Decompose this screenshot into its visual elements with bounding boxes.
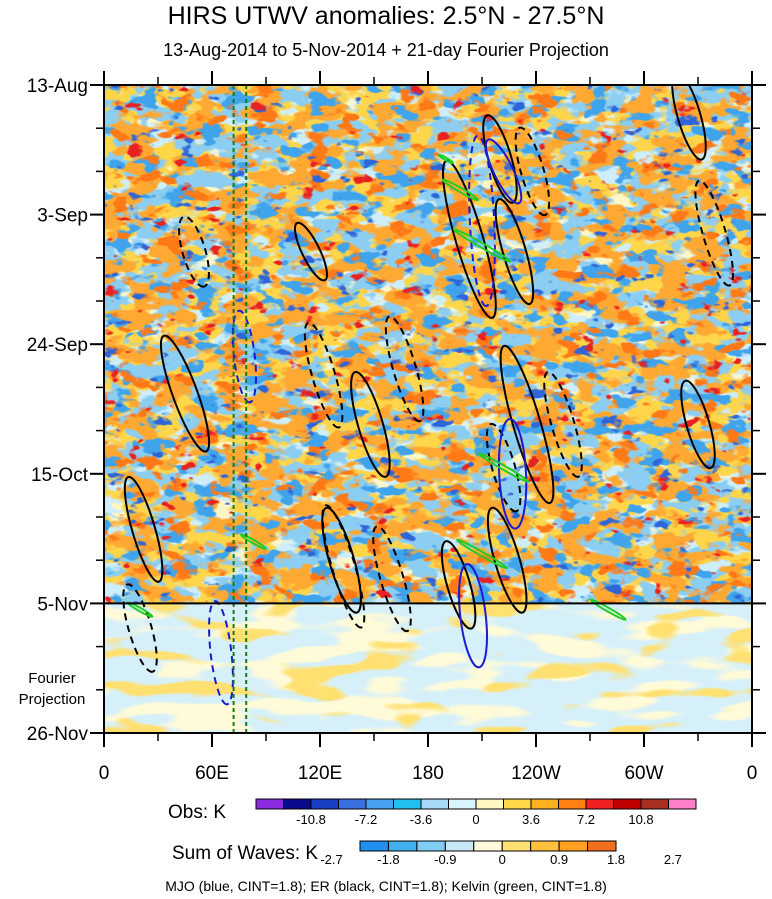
waves-colorbar-tick-label: 1.8 xyxy=(606,852,626,867)
mjo-contour xyxy=(484,138,523,205)
mjo-contour xyxy=(231,309,258,404)
obs-colorbar-tick-label: 7.2 xyxy=(576,812,596,827)
obs-colorbar-swatch xyxy=(338,798,367,810)
x-tick-label: 60E xyxy=(195,763,229,784)
y-tick-label: 3-Sep xyxy=(37,206,88,227)
obs-colorbar-swatch xyxy=(310,798,339,810)
obs-colorbar-tick-label: -7.2 xyxy=(354,812,378,827)
er-contour xyxy=(294,221,328,282)
obs-colorbar-tick-label: 10.8 xyxy=(628,812,654,827)
wave-contours xyxy=(122,85,734,706)
x-tick-label: 120W xyxy=(511,763,561,784)
er-contour xyxy=(499,344,555,505)
x-tick-label: 0 xyxy=(99,763,110,784)
obs-anomaly-layer xyxy=(104,85,752,604)
fourier-label-line2: Projection xyxy=(18,691,86,708)
mjo-contour xyxy=(458,563,488,669)
anomaly-field xyxy=(104,85,752,733)
obs-colorbar-swatch xyxy=(530,798,559,810)
projection-anomaly-layer xyxy=(104,603,752,733)
er-contour xyxy=(485,422,522,513)
y-tick-label: 13-Aug xyxy=(27,76,88,97)
waves-colorbar-label: Sum of Waves: K xyxy=(172,843,319,864)
waves-colorbar-tick-label: -1.8 xyxy=(377,852,400,867)
x-tick-label: 0 xyxy=(747,763,758,784)
er-contour xyxy=(303,321,344,429)
waves-colorbar-swatch xyxy=(387,840,418,852)
obs-colorbar-swatch xyxy=(668,798,697,810)
er-contour xyxy=(384,315,425,423)
y-tick-label: 15-Oct xyxy=(31,465,89,486)
obs-colorbar-tick-label: 0 xyxy=(472,812,480,827)
er-contour xyxy=(159,334,211,453)
obs-colorbar-swatch xyxy=(640,798,669,810)
wave-legend-note: MJO (blue, CINT=1.8); ER (black, CINT=1.… xyxy=(165,878,607,894)
chart-subtitle: 13-Aug-2014 to 5-Nov-2014 + 21-day Fouri… xyxy=(163,40,609,60)
er-contour xyxy=(122,583,158,673)
waves-colorbar-swatch xyxy=(473,840,503,852)
obs-colorbar-swatch xyxy=(420,798,449,810)
obs-colorbar-tick-label: -10.8 xyxy=(296,812,326,827)
obs-colorbar-tick-label: 3.6 xyxy=(521,812,541,827)
kelvin-contour xyxy=(239,533,267,550)
waves-colorbar-tick-label: 2.7 xyxy=(663,852,682,867)
obs-colorbar-swatch xyxy=(393,798,422,810)
x-tick-label: 120E xyxy=(298,763,342,784)
obs-colorbar-swatch xyxy=(255,798,284,810)
chart-title: HIRS UTWV anomalies: 2.5°N - 27.5°N xyxy=(167,2,605,30)
waves-colorbar-swatch xyxy=(444,840,475,852)
axes: 13-Aug 3-Sep 24-Sep 15-Oct 5-Nov 26-Nov 0 60E 12… xyxy=(27,71,766,784)
obs-colorbar-swatch xyxy=(448,798,477,810)
y-tick-label: 24-Sep xyxy=(27,335,88,356)
fourier-label-line1: Fourier xyxy=(28,670,76,687)
obs-colorbar-swatch xyxy=(475,798,504,810)
waves-colorbar-swatch xyxy=(359,840,389,852)
kelvin-contour xyxy=(452,228,512,263)
er-contour xyxy=(514,126,551,217)
obs-colorbar-swatch xyxy=(585,798,614,810)
waves-colorbar-tick-label: 0 xyxy=(498,852,506,867)
waves-colorbar-tick-label: -2.7 xyxy=(320,852,343,867)
er-contour xyxy=(440,540,477,630)
waves-colorbar-tick-label: 0.9 xyxy=(550,852,569,867)
er-contour xyxy=(178,215,210,288)
obs-colorbar-tick-label: -3.6 xyxy=(409,812,433,827)
kelvin-contour xyxy=(441,178,480,202)
kelvin-contour xyxy=(437,153,455,165)
y-tick-label: 5-Nov xyxy=(37,594,88,615)
er-contour xyxy=(350,370,391,478)
waves-colorbar-swatch xyxy=(416,840,446,852)
waves-colorbar-swatch xyxy=(587,840,617,852)
x-tick-label: 60W xyxy=(624,763,663,784)
mjo-contour xyxy=(208,600,234,706)
obs-colorbar-swatch xyxy=(365,798,394,810)
mjo-contour xyxy=(468,134,496,307)
waves-colorbar-tick-label: -0.9 xyxy=(434,852,457,867)
er-contour xyxy=(123,475,164,583)
obs-colorbar-label: Obs: K xyxy=(168,802,227,823)
y-tick-label: 26-Nov xyxy=(27,724,89,745)
er-contour xyxy=(543,370,583,478)
waves-colorbar-swatch xyxy=(530,840,560,852)
kelvin-contour xyxy=(477,452,530,483)
er-contour xyxy=(372,525,412,633)
er-contour xyxy=(694,179,734,287)
mjo-contour xyxy=(497,418,528,530)
colorbars xyxy=(255,798,697,852)
waves-colorbar-swatch xyxy=(501,840,532,852)
fourier-projection-label: Fourier Projection xyxy=(4,668,100,710)
kelvin-contour xyxy=(456,538,508,570)
obs-colorbar-swatch xyxy=(503,798,532,810)
waves-colorbar-swatch xyxy=(558,840,589,852)
obs-colorbar-swatch xyxy=(613,798,642,810)
er-contour xyxy=(671,85,707,161)
x-tick-label: 180 xyxy=(412,763,444,784)
er-contour xyxy=(321,504,366,629)
obs-colorbar-swatch xyxy=(558,798,587,810)
obs-colorbar-swatch xyxy=(283,798,312,810)
er-contour xyxy=(680,379,716,470)
kelvin-contour xyxy=(589,598,627,621)
